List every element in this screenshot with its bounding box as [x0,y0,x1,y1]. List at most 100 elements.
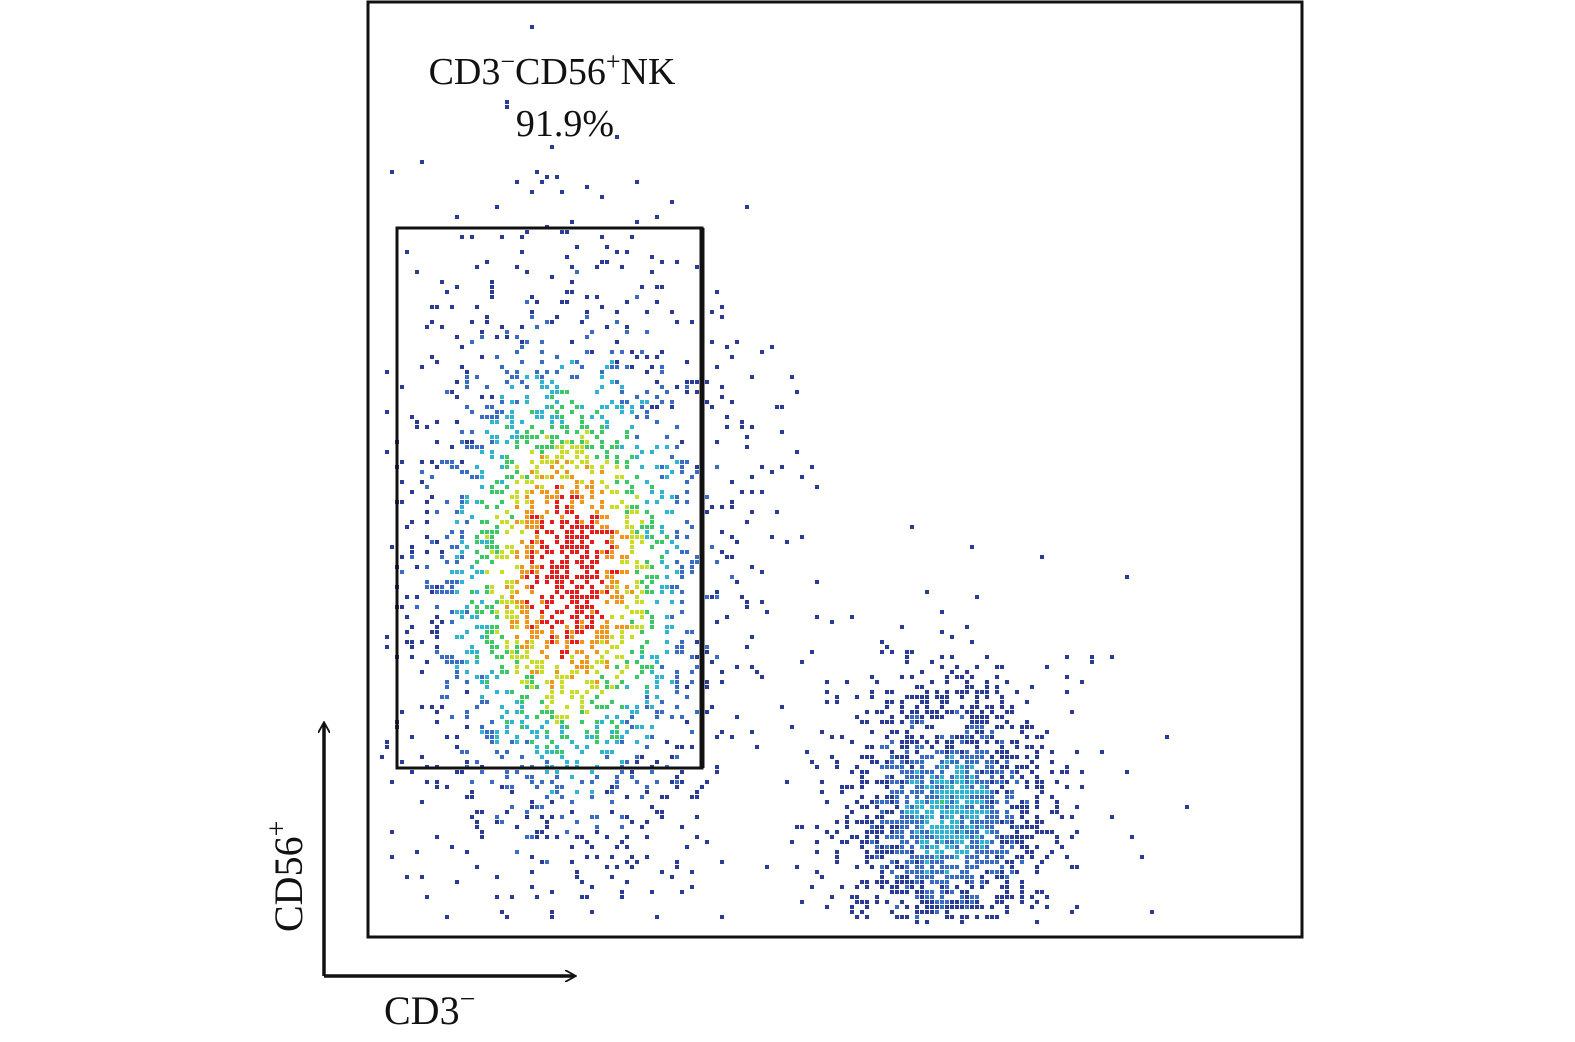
event-dot [615,625,619,629]
event-dot [560,515,564,519]
event-dot [525,375,529,379]
event-dot [635,510,639,514]
event-dot [470,600,474,604]
event-dot [510,435,514,439]
event-dot [665,585,669,589]
event-dot [555,400,559,404]
event-dot [505,460,509,464]
event-dot [430,320,434,324]
event-dot [520,645,524,649]
event-dot [490,610,494,614]
event-dot [505,720,509,724]
event-dot [650,580,654,584]
event-dot [705,595,709,599]
event-dot [485,535,489,539]
event-dot [785,540,789,544]
event-dot [485,540,489,544]
event-dot [630,455,634,459]
event-dot [620,560,624,564]
event-dot [440,620,444,624]
event-dot [620,720,624,724]
event-dot [555,505,559,509]
event-dot [635,585,639,589]
event-dot [540,660,544,664]
event-dot [605,575,609,579]
event-dot [745,205,749,209]
event-dot [585,710,589,714]
event-dot [605,455,609,459]
event-dot [575,820,579,824]
event-dot [475,590,479,594]
event-dot [570,220,574,224]
event-dot [535,465,539,469]
event-dot [560,755,564,759]
event-dot [605,555,609,559]
event-dot [580,535,584,539]
event-dot [450,610,454,614]
event-dot [485,630,489,634]
event-dot [485,405,489,409]
event-dot [515,565,519,569]
event-dot [530,640,534,644]
event-dot [635,180,639,184]
event-dot [645,665,649,669]
event-dot [635,475,639,479]
event-dot [560,495,564,499]
event-dot [865,755,869,759]
event-dot [570,590,574,594]
event-dot [665,510,669,514]
event-dot [505,330,509,334]
event-dot [625,430,629,434]
event-dot [615,600,619,604]
event-dot [475,625,479,629]
event-dot [480,330,484,334]
event-dot [580,520,584,524]
event-dot [465,610,469,614]
event-dot [590,330,594,334]
event-dot [680,715,684,719]
event-dot [560,730,564,734]
event-dot [480,555,484,559]
event-dot [710,595,714,599]
event-dot [510,410,514,414]
event-dot [635,295,639,299]
event-dot [550,570,554,574]
event-dot [720,730,724,734]
event-dot [520,655,524,659]
event-dot [460,345,464,349]
event-dot [455,545,459,549]
event-dot [530,630,534,634]
event-dot [730,575,734,579]
event-dot [400,710,404,714]
event-dot [680,745,684,749]
event-dot [665,475,669,479]
event-dot [710,340,714,344]
event-dot [510,515,514,519]
event-dot [490,295,494,299]
event-dot [525,665,529,669]
event-dot [535,835,539,839]
event-dot [540,385,544,389]
event-dot [490,540,494,544]
event-dot [535,575,539,579]
event-dot [670,680,674,684]
event-dot [545,385,549,389]
event-dot [680,460,684,464]
event-dot [660,490,664,494]
event-dot [625,330,629,334]
event-dot [525,395,529,399]
event-dot [425,780,429,784]
event-dot [530,670,534,674]
event-dot [625,685,629,689]
event-dot [530,410,534,414]
event-dot [550,445,554,449]
event-dot [780,405,784,409]
event-dot [580,495,584,499]
event-dot [600,660,604,664]
event-dot [605,260,609,264]
event-dot [405,875,409,879]
event-dot [570,525,574,529]
event-dot [495,610,499,614]
event-dot [680,470,684,474]
event-dot [670,455,674,459]
